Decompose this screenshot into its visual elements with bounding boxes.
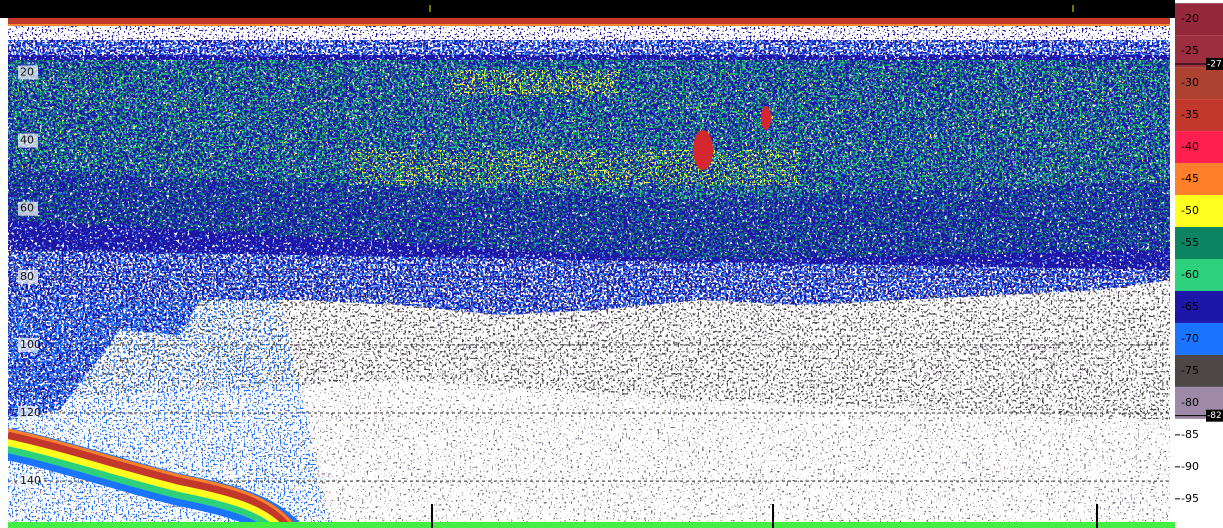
scale-label: -75: [1181, 364, 1199, 377]
scale-label: -65: [1181, 300, 1199, 313]
scale-label: -50: [1181, 204, 1199, 217]
scale-label: -80: [1181, 396, 1199, 409]
depth-label: 100: [20, 338, 41, 351]
scale-label: -35: [1181, 108, 1199, 121]
scale-label: -20: [1181, 12, 1199, 25]
depth-label: 40: [20, 134, 34, 147]
scale-label: -55: [1181, 236, 1199, 249]
top-strip: [0, 0, 1175, 18]
scale-label: -90: [1181, 460, 1199, 473]
school: [693, 130, 713, 170]
scale-label: -30: [1181, 76, 1199, 89]
scale-label: -60: [1181, 268, 1199, 281]
scale-label: -95: [1181, 492, 1199, 505]
surface-line: [8, 18, 1170, 24]
scale-label: -70: [1181, 332, 1199, 345]
depth-label: 120: [20, 406, 41, 419]
scale-label: -85: [1181, 428, 1199, 441]
page: {"chart_data": {"type": "echogram", "yli…: [0, 0, 1223, 528]
left-edge: [0, 18, 8, 528]
depth-label: 140: [20, 474, 41, 487]
threshold-label: -27: [1207, 59, 1222, 69]
scale-label: -40: [1181, 140, 1199, 153]
bottom-strip: [0, 522, 1175, 528]
school: [761, 106, 771, 130]
depth-label: 60: [20, 202, 34, 215]
scale-label: -45: [1181, 172, 1199, 185]
echo-returns: [8, 18, 1170, 522]
depth-label: 20: [20, 65, 34, 78]
scale-label: -25: [1181, 44, 1199, 57]
echogram-view: 20 40 60 80 100 120 140 -20 -25 -30 -35 -40 -45 -50 -…: [0, 0, 1223, 528]
depth-label: 80: [20, 270, 34, 283]
threshold-label: -82: [1207, 411, 1222, 421]
surface-line: [8, 24, 1170, 26]
color-scale: -20-25-30-35-40-45-50-55-60-65-70-75-80-…: [1175, 0, 1223, 528]
